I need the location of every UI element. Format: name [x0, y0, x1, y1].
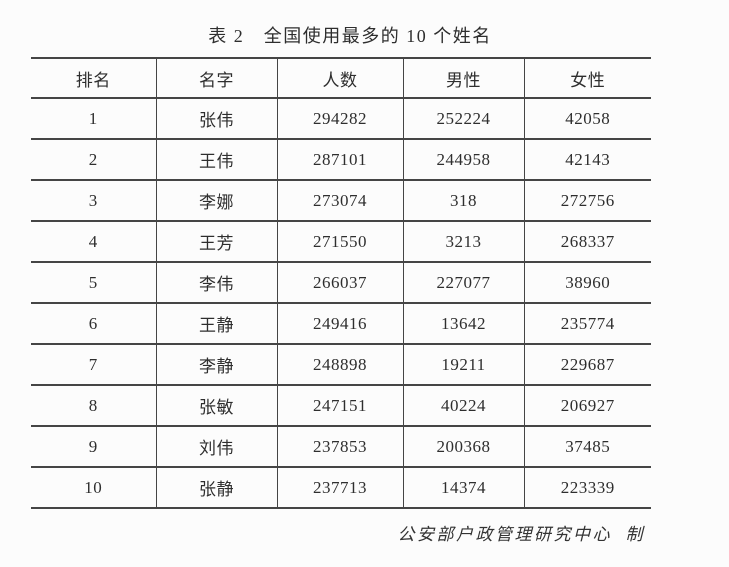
column-header-name: 名字	[156, 58, 278, 99]
male-count-cell: 14374	[403, 467, 525, 509]
name-cell: 张敏	[156, 385, 278, 427]
top-names-table: 排名 名字 人数 男性 女性 1 张伟 294282 252224 42058 …	[31, 57, 651, 509]
female-count-cell: 268337	[524, 221, 651, 263]
name-cell: 王静	[156, 303, 278, 345]
rank-cell: 1	[31, 98, 157, 140]
female-count-cell: 37485	[524, 426, 651, 468]
female-count-cell: 223339	[524, 467, 651, 509]
female-count-cell: 42143	[524, 139, 651, 181]
rank-cell: 5	[31, 262, 157, 304]
male-count-cell: 19211	[403, 344, 525, 386]
table-row: 4 王芳 271550 3213 268337	[31, 221, 651, 263]
table-row: 10 张静 237713 14374 223339	[31, 467, 651, 509]
name-cell: 李娜	[156, 180, 278, 222]
name-cell: 王伟	[156, 139, 278, 181]
source-credit: 公安部户政管理研究中心 制	[397, 525, 645, 544]
total-count-cell: 266037	[277, 262, 404, 304]
rank-cell: 10	[31, 467, 157, 509]
name-cell: 张伟	[156, 98, 278, 140]
rank-cell: 6	[31, 303, 157, 345]
rank-cell: 4	[31, 221, 157, 263]
column-header-total: 人数	[277, 58, 404, 99]
male-count-cell: 40224	[403, 385, 525, 427]
total-count-cell: 247151	[277, 385, 404, 427]
male-count-cell: 244958	[403, 139, 525, 181]
rank-cell: 9	[31, 426, 157, 468]
female-count-cell: 42058	[524, 98, 651, 140]
rank-cell: 8	[31, 385, 157, 427]
male-count-cell: 200368	[403, 426, 525, 468]
total-count-cell: 294282	[277, 98, 404, 140]
total-count-cell: 237853	[277, 426, 404, 468]
name-cell: 刘伟	[156, 426, 278, 468]
name-cell: 李静	[156, 344, 278, 386]
name-cell: 王芳	[156, 221, 278, 263]
table-row: 1 张伟 294282 252224 42058	[31, 98, 651, 140]
column-header-rank: 排名	[31, 58, 157, 99]
male-count-cell: 3213	[403, 221, 525, 263]
header-row: 排名 名字 人数 男性 女性	[31, 58, 651, 99]
name-cell: 李伟	[156, 262, 278, 304]
male-count-cell: 318	[403, 180, 525, 222]
total-count-cell: 287101	[277, 139, 404, 181]
rank-cell: 2	[31, 139, 157, 181]
female-count-cell: 38960	[524, 262, 651, 304]
male-count-cell: 13642	[403, 303, 525, 345]
female-count-cell: 206927	[524, 385, 651, 427]
total-count-cell: 249416	[277, 303, 404, 345]
column-header-female: 女性	[524, 58, 651, 99]
total-count-cell: 273074	[277, 180, 404, 222]
male-count-cell: 227077	[403, 262, 525, 304]
column-header-male: 男性	[403, 58, 525, 99]
total-count-cell: 271550	[277, 221, 404, 263]
female-count-cell: 235774	[524, 303, 651, 345]
table-row: 7 李静 248898 19211 229687	[31, 344, 651, 386]
table-row: 9 刘伟 237853 200368 37485	[31, 426, 651, 468]
rank-cell: 7	[31, 344, 157, 386]
table-row: 8 张敏 247151 40224 206927	[31, 385, 651, 427]
table-row: 6 王静 249416 13642 235774	[31, 303, 651, 345]
total-count-cell: 237713	[277, 467, 404, 509]
female-count-cell: 272756	[524, 180, 651, 222]
table-row: 2 王伟 287101 244958 42143	[31, 139, 651, 181]
table-title: 表 2 全国使用最多的 10 个姓名	[208, 26, 492, 46]
name-cell: 张静	[156, 467, 278, 509]
rank-cell: 3	[31, 180, 157, 222]
male-count-cell: 252224	[403, 98, 525, 140]
table-row: 5 李伟 266037 227077 38960	[31, 262, 651, 304]
female-count-cell: 229687	[524, 344, 651, 386]
total-count-cell: 248898	[277, 344, 404, 386]
table-row: 3 李娜 273074 318 272756	[31, 180, 651, 222]
